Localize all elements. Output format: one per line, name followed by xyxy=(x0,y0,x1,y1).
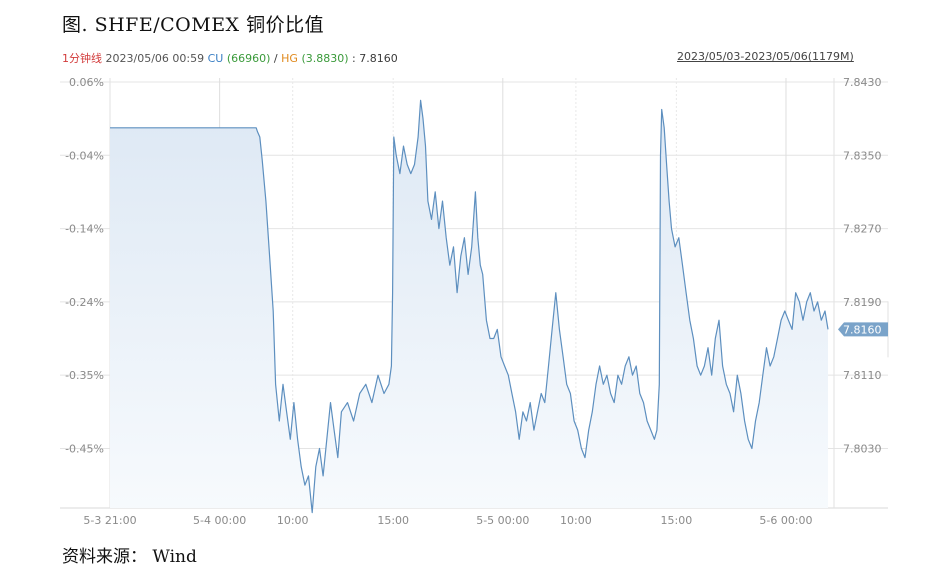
left-tick-label: -0.35% xyxy=(65,369,104,382)
left-axis: 0.06% -0.04% -0.14% -0.24% -0.35% -0.45% xyxy=(65,76,104,455)
left-tick-label: -0.14% xyxy=(65,223,104,236)
left-tick-label: 0.06% xyxy=(69,76,104,89)
right-tick-label: 7.8110 xyxy=(843,369,882,382)
cu-value: (66960) xyxy=(226,52,271,65)
right-tick-label: 7.8350 xyxy=(843,149,882,162)
left-tick-label: -0.04% xyxy=(65,149,104,162)
x-tick-label: 5-4 00:00 xyxy=(193,514,246,527)
x-tick-label: 5-5 00:00 xyxy=(476,514,529,527)
left-tick-label: -0.45% xyxy=(65,442,104,455)
right-tick-label: 7.8190 xyxy=(843,296,882,309)
left-tick-label: -0.24% xyxy=(65,296,104,309)
right-tick-label: 7.8270 xyxy=(843,223,882,236)
x-tick-label: 10:00 xyxy=(277,514,309,527)
current-value-label: 7.8160 xyxy=(843,323,882,336)
series-line-group xyxy=(110,99,829,514)
area-fill xyxy=(110,100,828,513)
ratio-value: : 7.8160 xyxy=(352,52,398,65)
info-bar: 1分钟线 2023/05/06 00:59 CU (66960) / HG (3… xyxy=(62,50,398,66)
separator: / xyxy=(273,52,278,65)
period-label[interactable]: 1分钟线 xyxy=(62,52,102,65)
current-value-marker: 7.8160 xyxy=(838,301,889,358)
source-note: 资料来源： Wind xyxy=(62,547,197,567)
datetime-label: 2023/05/06 00:59 xyxy=(105,52,205,65)
x-tick-label: 10:00 xyxy=(560,514,592,527)
hg-value: (3.8830) xyxy=(301,52,349,65)
area-fill-group xyxy=(110,100,828,513)
hg-label: HG xyxy=(281,52,298,65)
x-tick-label: 5-6 00:00 xyxy=(759,514,812,527)
right-tick-label: 7.8430 xyxy=(843,76,882,89)
x-axis: 5-3 21:00 5-4 00:00 10:00 15:00 5-5 00:00 10:… xyxy=(83,514,812,527)
x-tick-label: 15:00 xyxy=(661,514,693,527)
right-axis: 7.8430 7.8350 7.8270 7.8190 7.8110 7.8030 xyxy=(843,76,882,455)
series-line xyxy=(110,99,829,514)
current-value-tag xyxy=(838,322,888,337)
right-tick-label: 7.8030 xyxy=(843,442,882,455)
x-tick-label: 15:00 xyxy=(377,514,409,527)
figure-title: 图. SHFE/COMEX 铜价比值 xyxy=(62,14,325,36)
x-tick-label: 5-3 21:00 xyxy=(83,514,136,527)
date-range-link[interactable]: 2023/05/03-2023/05/06(1179M) xyxy=(677,50,854,63)
cu-label: CU xyxy=(207,52,224,65)
